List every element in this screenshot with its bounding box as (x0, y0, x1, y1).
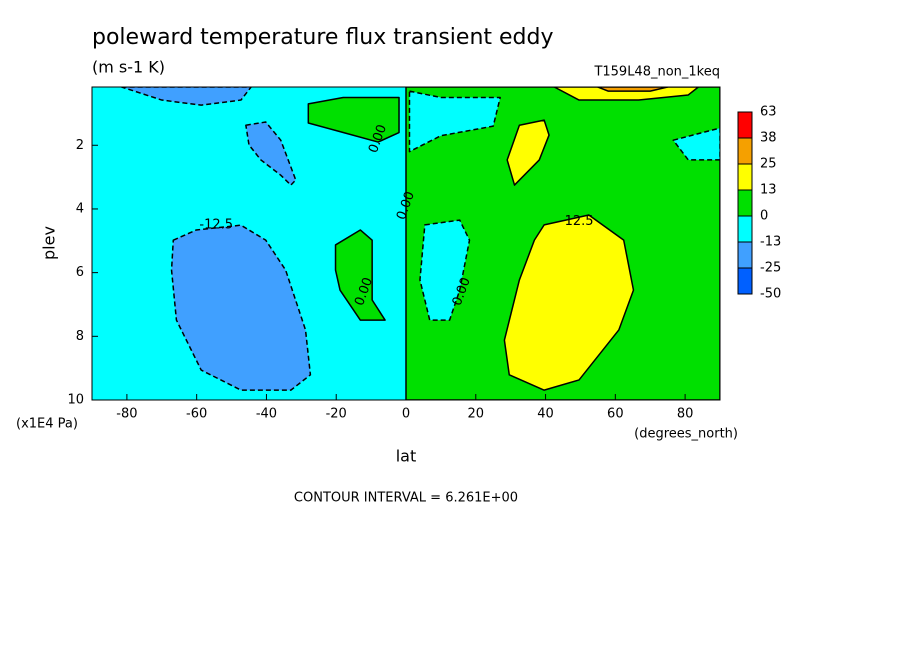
colorbar-box (737, 189, 753, 217)
x-tick-label: 40 (537, 407, 554, 422)
x-tick-label: 20 (468, 407, 485, 422)
plot-area (92, 87, 720, 400)
y-tick-label: 10 (67, 393, 84, 408)
y-axis-units: (x1E4 Pa) (16, 417, 78, 432)
contour-region (408, 90, 501, 153)
colorbar-label: 13 (760, 183, 777, 198)
contour-region (503, 214, 635, 391)
colorbar-box (737, 241, 753, 269)
colorbar-box (737, 267, 753, 295)
colorbar-label: -13 (760, 235, 781, 250)
colorbar-label: 0 (760, 209, 768, 224)
y-tick-label: 8 (76, 329, 84, 344)
colorbar-label: 63 (760, 105, 777, 120)
contour-region (245, 121, 297, 186)
colorbar-box (737, 137, 753, 165)
contour-region (597, 87, 669, 92)
contour-region (120, 87, 252, 106)
contour-region (506, 119, 550, 186)
contour-region (307, 96, 400, 143)
x-axis-units: (degrees_north) (634, 427, 738, 442)
colorbar-label: -50 (760, 287, 781, 302)
contour-region (170, 224, 312, 391)
chart-title: poleward temperature flux transient eddy (92, 25, 554, 50)
x-tick-label: -80 (116, 407, 137, 422)
contour-interval-note: CONTOUR INTERVAL = 6.261E+00 (294, 491, 518, 506)
x-tick-label: 0 (402, 407, 410, 422)
colorbar-box (737, 215, 753, 243)
x-tick-label: 80 (677, 407, 694, 422)
run-label: T159L48_non_1keq (593, 65, 720, 80)
x-axis-label: lat (396, 447, 417, 466)
contour-region (553, 87, 700, 101)
chart-subtitle: (m s-1 K) (92, 58, 165, 77)
contour-region (419, 219, 471, 321)
colorbar-label: 25 (760, 157, 777, 172)
colorbar-label: -25 (760, 261, 781, 276)
contour-region (334, 229, 386, 321)
colorbar-label: 38 (760, 131, 777, 146)
colorbar-box (737, 163, 753, 191)
colorbar-box (737, 111, 753, 139)
contour-label: 12.5 (565, 214, 594, 229)
y-tick-label: 4 (76, 201, 84, 216)
y-tick-label: 2 (76, 138, 84, 153)
contour-region (672, 127, 720, 161)
x-tick-label: 60 (607, 407, 624, 422)
x-tick-label: -40 (256, 407, 277, 422)
y-tick-label: 6 (76, 265, 84, 280)
contour-label: -12.5 (199, 217, 233, 232)
x-tick-label: -60 (186, 407, 207, 422)
x-tick-label: -20 (326, 407, 347, 422)
y-axis-label: plev (40, 226, 59, 260)
